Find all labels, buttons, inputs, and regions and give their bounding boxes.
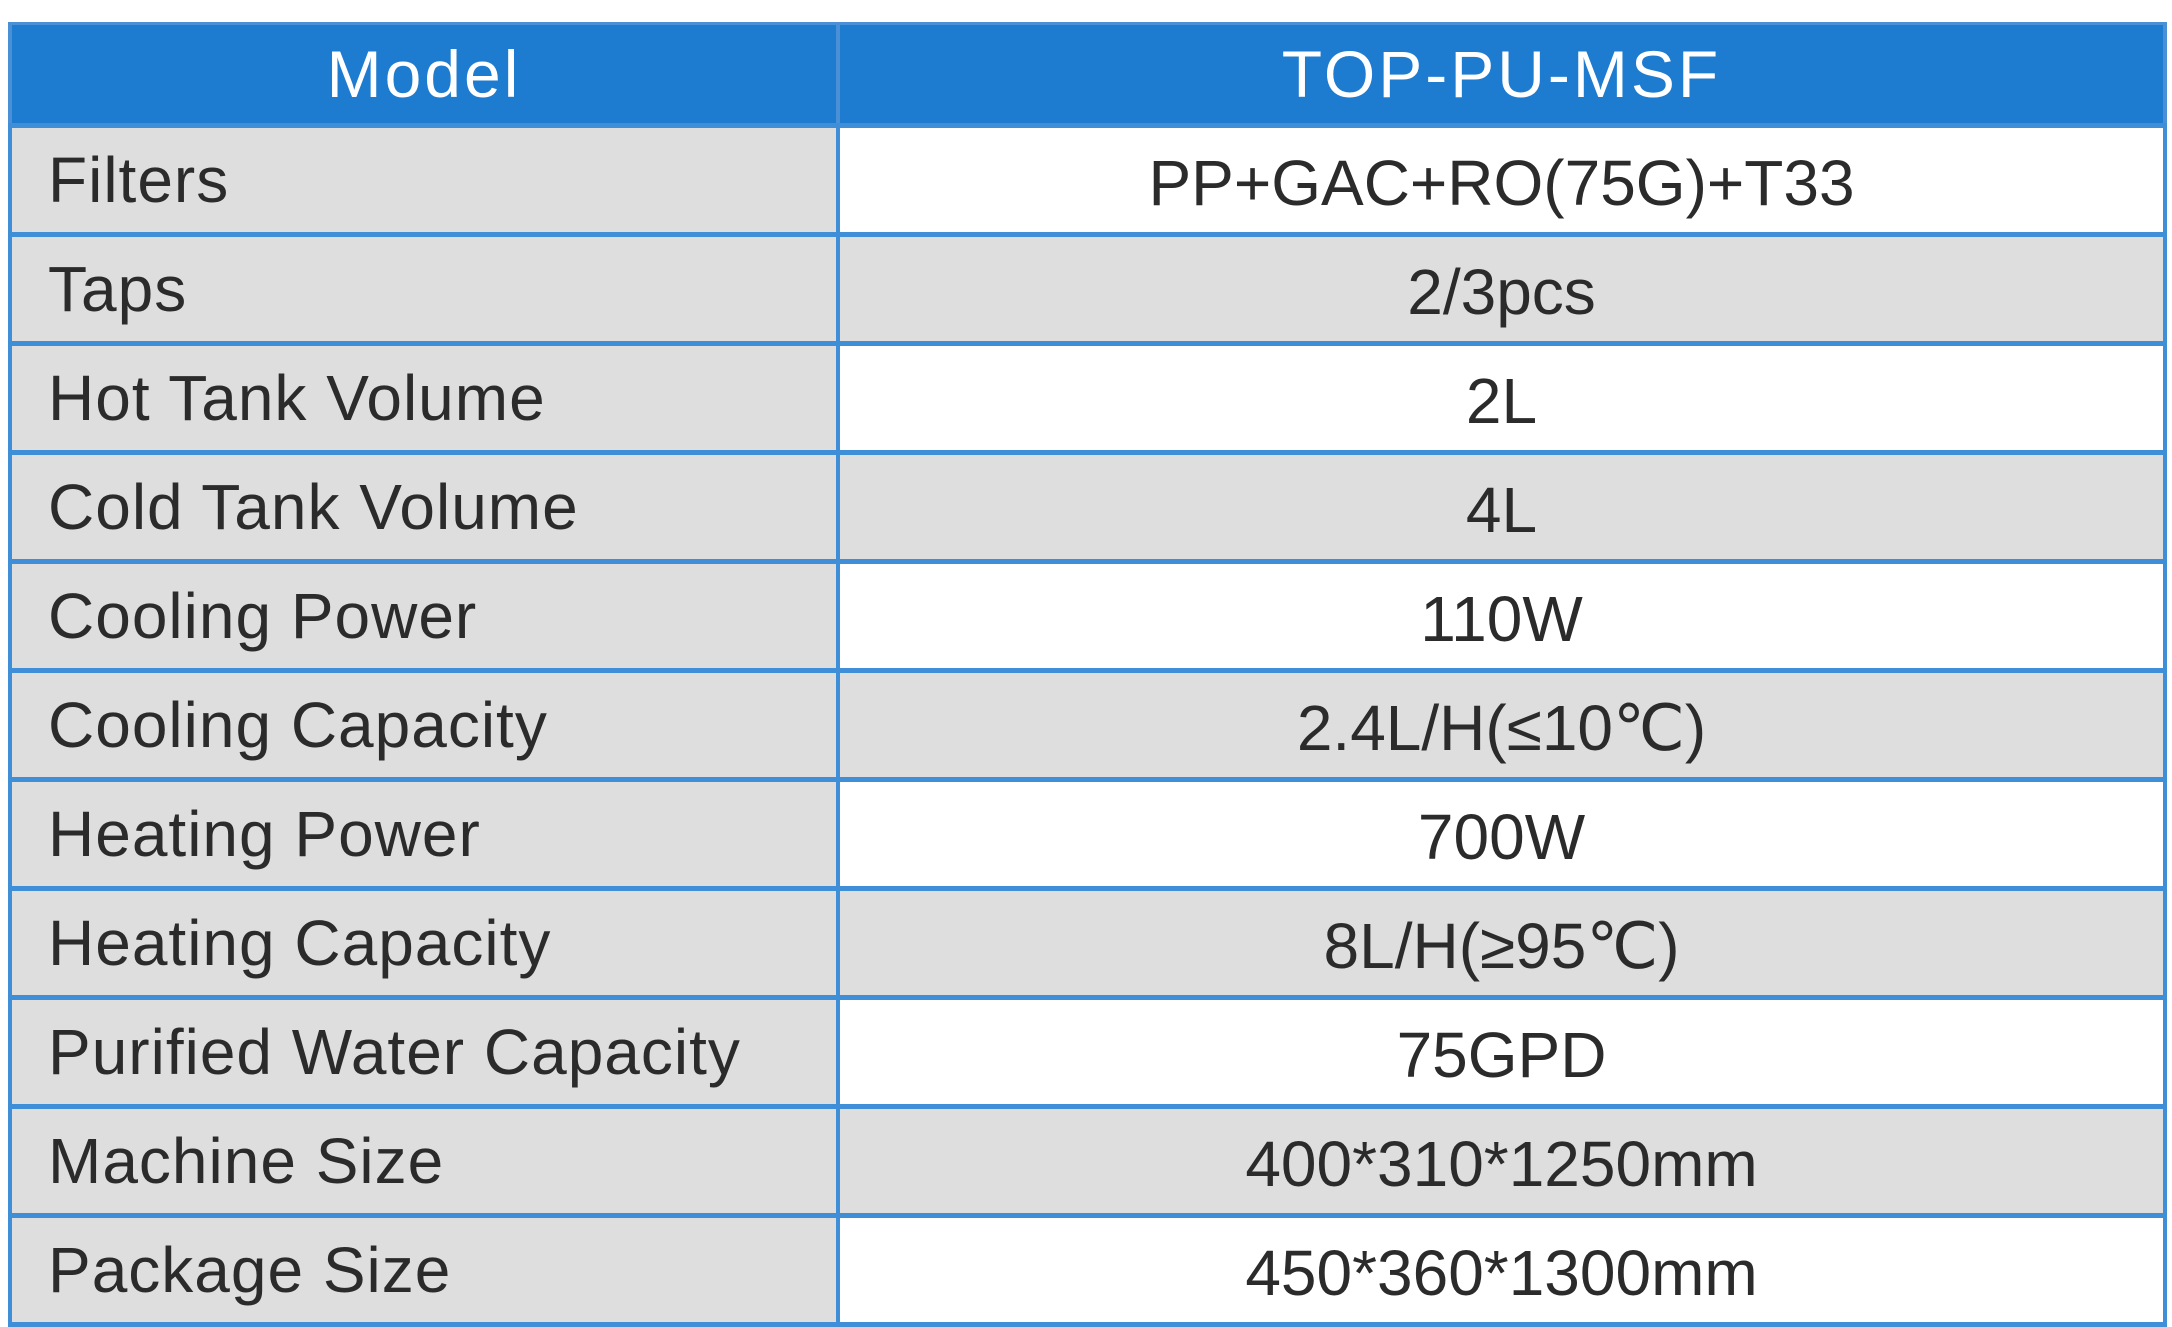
row-value: 110W — [836, 559, 2167, 673]
header-row: Model TOP-PU-MSF — [8, 22, 2167, 127]
row-value: 2/3pcs — [836, 232, 2167, 346]
row-value: PP+GAC+RO(75G)+T33 — [836, 123, 2167, 237]
row-value: 4L — [836, 450, 2167, 564]
table-row: Heating Capacity 8L/H(≥95℃) — [8, 886, 2167, 1000]
row-value: 450*360*1300mm — [836, 1213, 2167, 1327]
row-label: Purified Water Capacity — [8, 995, 840, 1109]
table-row: Cold Tank Volume 4L — [8, 450, 2167, 564]
spec-table: Model TOP-PU-MSF Filters PP+GAC+RO(75G)+… — [8, 22, 2167, 1327]
table-row: Cooling Power 110W — [8, 559, 2167, 673]
row-value: 75GPD — [836, 995, 2167, 1109]
table-row: Machine Size 400*310*1250mm — [8, 1104, 2167, 1218]
row-value: 700W — [836, 777, 2167, 891]
table-row: Filters PP+GAC+RO(75G)+T33 — [8, 123, 2167, 237]
row-value: 2.4L/H(≤10℃) — [836, 668, 2167, 782]
row-label: Machine Size — [8, 1104, 840, 1218]
row-label: Heating Power — [8, 777, 840, 891]
header-label: Model — [8, 22, 840, 127]
row-label: Package Size — [8, 1213, 840, 1327]
table-row: Cooling Capacity 2.4L/H(≤10℃) — [8, 668, 2167, 782]
row-label: Heating Capacity — [8, 886, 840, 1000]
table-row: Package Size 450*360*1300mm — [8, 1213, 2167, 1327]
row-value: 8L/H(≥95℃) — [836, 886, 2167, 1000]
row-label: Taps — [8, 232, 840, 346]
row-value: 400*310*1250mm — [836, 1104, 2167, 1218]
table-row: Purified Water Capacity 75GPD — [8, 995, 2167, 1109]
row-label: Cooling Power — [8, 559, 840, 673]
row-label: Cooling Capacity — [8, 668, 840, 782]
row-label: Hot Tank Volume — [8, 341, 840, 455]
row-label: Cold Tank Volume — [8, 450, 840, 564]
table-row: Taps 2/3pcs — [8, 232, 2167, 346]
row-label: Filters — [8, 123, 840, 237]
row-value: 2L — [836, 341, 2167, 455]
table-row: Heating Power 700W — [8, 777, 2167, 891]
table-row: Hot Tank Volume 2L — [8, 341, 2167, 455]
header-value: TOP-PU-MSF — [836, 22, 2167, 127]
